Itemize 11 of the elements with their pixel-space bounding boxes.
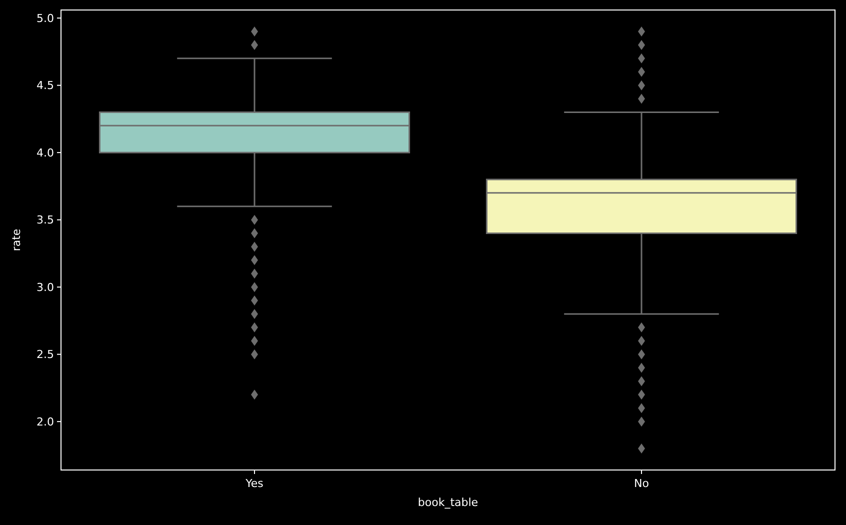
x-axis-title: book_table <box>418 496 478 509</box>
y-tick-label: 2.5 <box>36 348 54 362</box>
y-tick-label: 4.0 <box>36 146 54 160</box>
y-tick-label: 3.5 <box>36 214 54 227</box>
y-tick-label: 2.0 <box>36 415 54 428</box>
y-axis-title: rate <box>10 228 23 252</box>
x-tick-label: No <box>634 477 650 490</box>
x-tick-label: Yes <box>244 477 264 490</box>
y-tick-label: 4.5 <box>36 79 54 92</box>
y-tick-label: 3.0 <box>36 280 54 294</box>
y-tick-label: 5.0 <box>36 12 54 25</box>
